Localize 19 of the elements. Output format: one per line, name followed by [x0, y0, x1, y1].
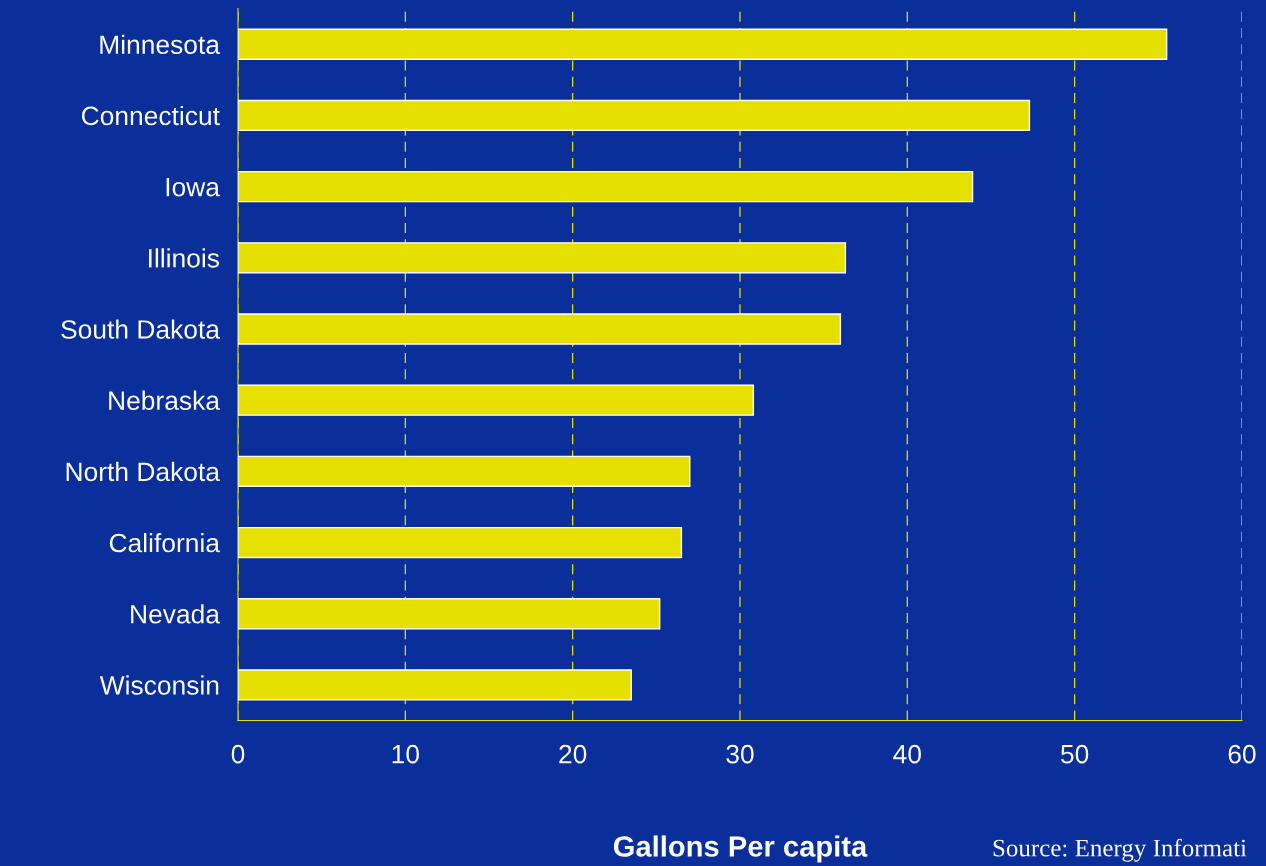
y-tick-label: Wisconsin [99, 675, 219, 695]
y-tick-label: Illinois [149, 248, 219, 268]
x-tick-label: 0 [231, 744, 245, 764]
source-note: Source: Energy Informati [993, 838, 1247, 862]
y-tick-label: South Dakota [61, 319, 220, 339]
x-tick-label: 40 [893, 744, 921, 764]
y-tick-label: Nebraska [109, 390, 220, 410]
y-tick-label: Iowa [166, 178, 220, 197]
y-tick-label: North Dakota [66, 461, 220, 482]
x-tick-label: 20 [559, 744, 587, 764]
y-tick-label: California [109, 532, 220, 553]
x-tick-label: 50 [1061, 744, 1089, 764]
x-tick-label: 10 [392, 744, 419, 764]
x-tick-label: 60 [1228, 744, 1256, 764]
y-tick-label: Nevada [131, 604, 220, 624]
y-tick-label: Connecticut [81, 105, 220, 126]
x-axis-title: Gallons Per capita [613, 835, 868, 863]
x-tick-label: 30 [726, 744, 754, 764]
y-tick-label: Minnesota [100, 34, 220, 55]
